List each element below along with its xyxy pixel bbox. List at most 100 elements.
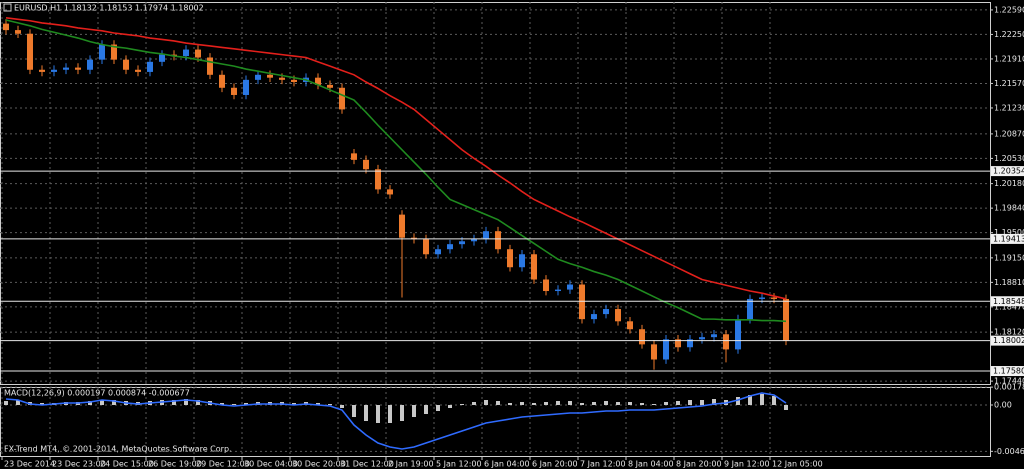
histogram-bar — [292, 403, 296, 405]
candle-body — [459, 241, 465, 245]
histogram-bar — [520, 402, 524, 405]
y-tick-label: -0.004633 — [994, 447, 1024, 456]
candle-body — [375, 169, 381, 190]
x-tick-label: 31 Dec 12:00 — [340, 460, 394, 469]
candle-body — [651, 344, 657, 360]
histogram-bar — [184, 399, 188, 405]
y-tick-label: 1.17440 — [994, 377, 1024, 386]
candle-body — [531, 254, 537, 280]
candle-body — [603, 309, 609, 315]
candle-body — [579, 284, 585, 320]
candle-body — [219, 74, 225, 88]
price-level-box — [991, 233, 1024, 244]
panel-frame — [0, 2, 991, 385]
candle-body — [567, 284, 573, 290]
histogram-bar — [772, 396, 776, 405]
candle-body — [735, 319, 741, 350]
histogram-bar — [400, 405, 404, 421]
y-tick-label: 1.22590 — [994, 5, 1024, 14]
candle-body — [159, 54, 165, 62]
histogram-bar — [676, 401, 680, 405]
histogram-bar — [784, 405, 788, 410]
histogram-bar — [448, 405, 452, 408]
histogram-bar — [700, 400, 704, 405]
x-tick-label: 12 Jan 05:00 — [772, 460, 823, 469]
candle-body — [447, 244, 453, 250]
x-tick-label: 23 Dec 2014 — [4, 460, 55, 469]
candle-body — [435, 249, 441, 255]
x-tick-label: 5 Jan 12:00 — [436, 460, 482, 469]
candle-body — [339, 87, 345, 110]
candle-body — [495, 231, 501, 250]
y-tick-label: 1.20180 — [994, 179, 1024, 188]
histogram-bar — [472, 402, 476, 405]
candle-body — [591, 314, 597, 320]
candle-body — [663, 339, 669, 360]
x-tick-label: 8 Jan 04:00 — [628, 460, 674, 469]
candle-body — [87, 59, 93, 70]
histogram-bar — [196, 400, 200, 405]
y-tick-label: 1.19500 — [994, 228, 1024, 237]
histogram-bar — [352, 405, 356, 417]
candle-body — [15, 30, 21, 34]
x-tick-label: 30 Dec 04:00 — [244, 460, 298, 469]
candle-body — [111, 44, 117, 60]
candle-body — [699, 337, 705, 340]
histogram-bar — [376, 405, 380, 423]
candle-body — [231, 87, 237, 95]
candle-body — [195, 49, 201, 58]
histogram-bar — [112, 400, 116, 405]
price-level-box — [991, 366, 1024, 377]
histogram-bar — [424, 405, 428, 414]
candle-body — [399, 214, 405, 238]
histogram-bar — [496, 401, 500, 405]
histogram-bar — [712, 399, 716, 405]
histogram-bar — [340, 405, 344, 408]
candle-body — [387, 189, 393, 195]
indicator-line — [5, 17, 787, 300]
y-tick-label: 1.22250 — [994, 30, 1024, 39]
histogram-bar — [652, 404, 656, 405]
candle-body — [627, 321, 633, 330]
candle-body — [255, 74, 261, 80]
histogram-bar — [736, 397, 740, 405]
histogram-bar — [40, 403, 44, 405]
histogram-bar — [604, 401, 608, 405]
histogram-bar — [172, 400, 176, 405]
candle-body — [675, 339, 681, 348]
candle-body — [279, 77, 285, 80]
candle-body — [147, 61, 153, 72]
candle-body — [747, 298, 753, 320]
histogram-bar — [616, 402, 620, 405]
y-tick-label: 1.18470 — [994, 302, 1024, 311]
histogram-bar — [244, 403, 248, 405]
candle-body — [471, 239, 477, 242]
candle-body — [267, 74, 273, 78]
y-tick-label: 1.21910 — [994, 54, 1024, 63]
candle-body — [39, 69, 45, 72]
y-tick-label: 1.18120 — [994, 328, 1024, 337]
histogram-bar — [664, 402, 668, 405]
candle-body — [423, 239, 429, 255]
histogram-bar — [556, 401, 560, 405]
candle-body — [615, 309, 621, 322]
histogram-bar — [688, 400, 692, 405]
candle-body — [123, 59, 129, 70]
histogram-bar — [484, 400, 488, 405]
candle-body — [411, 237, 417, 240]
y-tick-label: 1.19150 — [994, 253, 1024, 262]
x-tick-label: 9 Jan 12:00 — [724, 460, 770, 469]
histogram-bar — [364, 405, 368, 421]
x-tick-label: 7 Jan 12:00 — [580, 460, 626, 469]
histogram-bar — [592, 402, 596, 405]
histogram-bar — [328, 404, 332, 405]
histogram-bar — [628, 402, 632, 405]
histogram-bar — [544, 402, 548, 405]
candle-body — [519, 254, 525, 268]
chart-title: MACD(12,26,9) 0.000197 0.000874 -0.00067… — [4, 389, 190, 398]
candle-body — [759, 297, 765, 299]
candle-body — [315, 77, 321, 85]
candle-body — [327, 84, 333, 88]
y-tick-label: 1.19840 — [994, 204, 1024, 213]
copyright-note: FX-Trend MT4, © 2001-2014, MetaQuotes So… — [4, 445, 232, 454]
